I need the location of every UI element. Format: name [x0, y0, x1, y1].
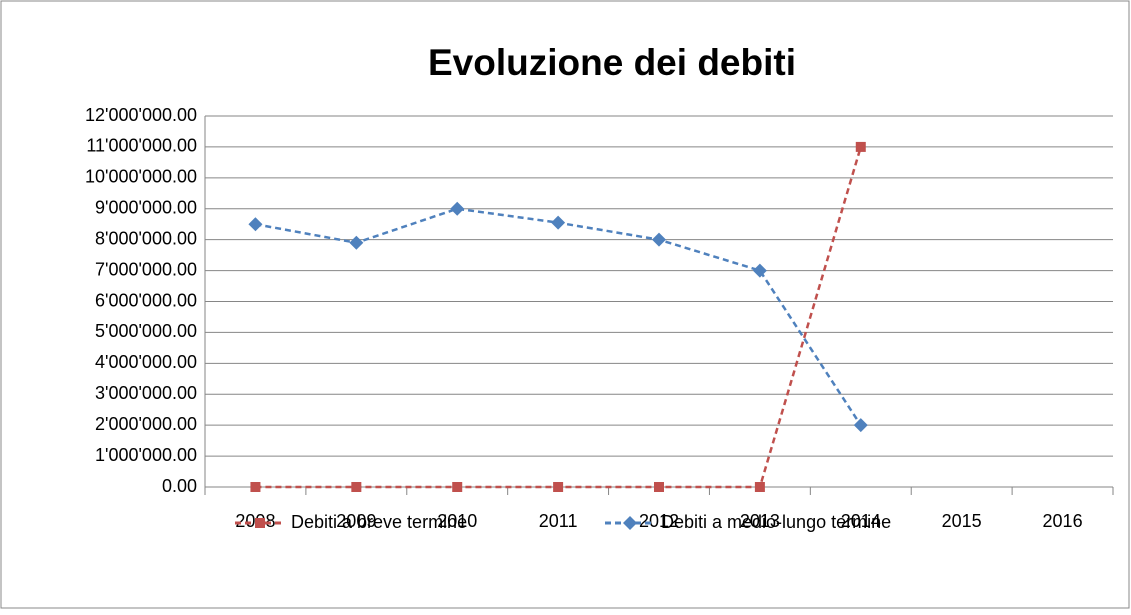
legend-label: Debiti a medio-lungo termine: [661, 512, 891, 532]
x-tick-label: 2012: [639, 511, 679, 531]
data-point: [450, 201, 465, 216]
data-point: [752, 263, 767, 278]
data-point: [551, 215, 566, 230]
y-tick-label: 10'000'000.00: [85, 167, 197, 187]
y-tick-label: 1'000'000.00: [95, 445, 197, 465]
x-tick-label: 2010: [437, 511, 477, 531]
y-tick-label: 11'000'000.00: [86, 136, 197, 156]
data-point: [351, 482, 362, 492]
y-tick-label: 2'000'000.00: [95, 414, 197, 434]
y-tick-label: 9'000'000.00: [95, 198, 197, 218]
y-tick-label: 0.00: [162, 476, 197, 496]
y-tick-label: 8'000'000.00: [95, 228, 197, 248]
legend-marker: [255, 518, 265, 528]
data-point: [553, 482, 564, 492]
y-tick-label: 4'000'000.00: [95, 352, 197, 372]
x-tick-label: 2014: [841, 511, 881, 531]
data-point: [853, 418, 868, 433]
x-tick-label: 2015: [942, 511, 982, 531]
chart-title: Evoluzione dei debiti: [428, 42, 796, 83]
data-point: [652, 232, 666, 247]
x-tick-label: 2013: [740, 511, 780, 531]
data-point: [248, 217, 263, 232]
y-tick-label: 6'000'000.00: [95, 290, 197, 310]
legend-marker: [623, 516, 637, 530]
x-tick-label: 2011: [539, 511, 578, 531]
data-point: [754, 482, 765, 492]
y-tick-label: 3'000'000.00: [95, 383, 197, 403]
data-point: [250, 482, 261, 492]
x-tick-label: 2016: [1043, 511, 1083, 531]
data-point: [349, 235, 364, 250]
legend-label: Debiti a breve termine: [291, 512, 467, 532]
y-tick-label: 7'000'000.00: [95, 259, 197, 279]
y-tick-label: 5'000'000.00: [95, 321, 197, 341]
data-point: [855, 141, 866, 152]
data-point: [452, 482, 463, 492]
data-point: [654, 482, 664, 492]
y-tick-label: 12'000'000.00: [85, 105, 197, 125]
x-tick-label: 2009: [336, 511, 376, 531]
